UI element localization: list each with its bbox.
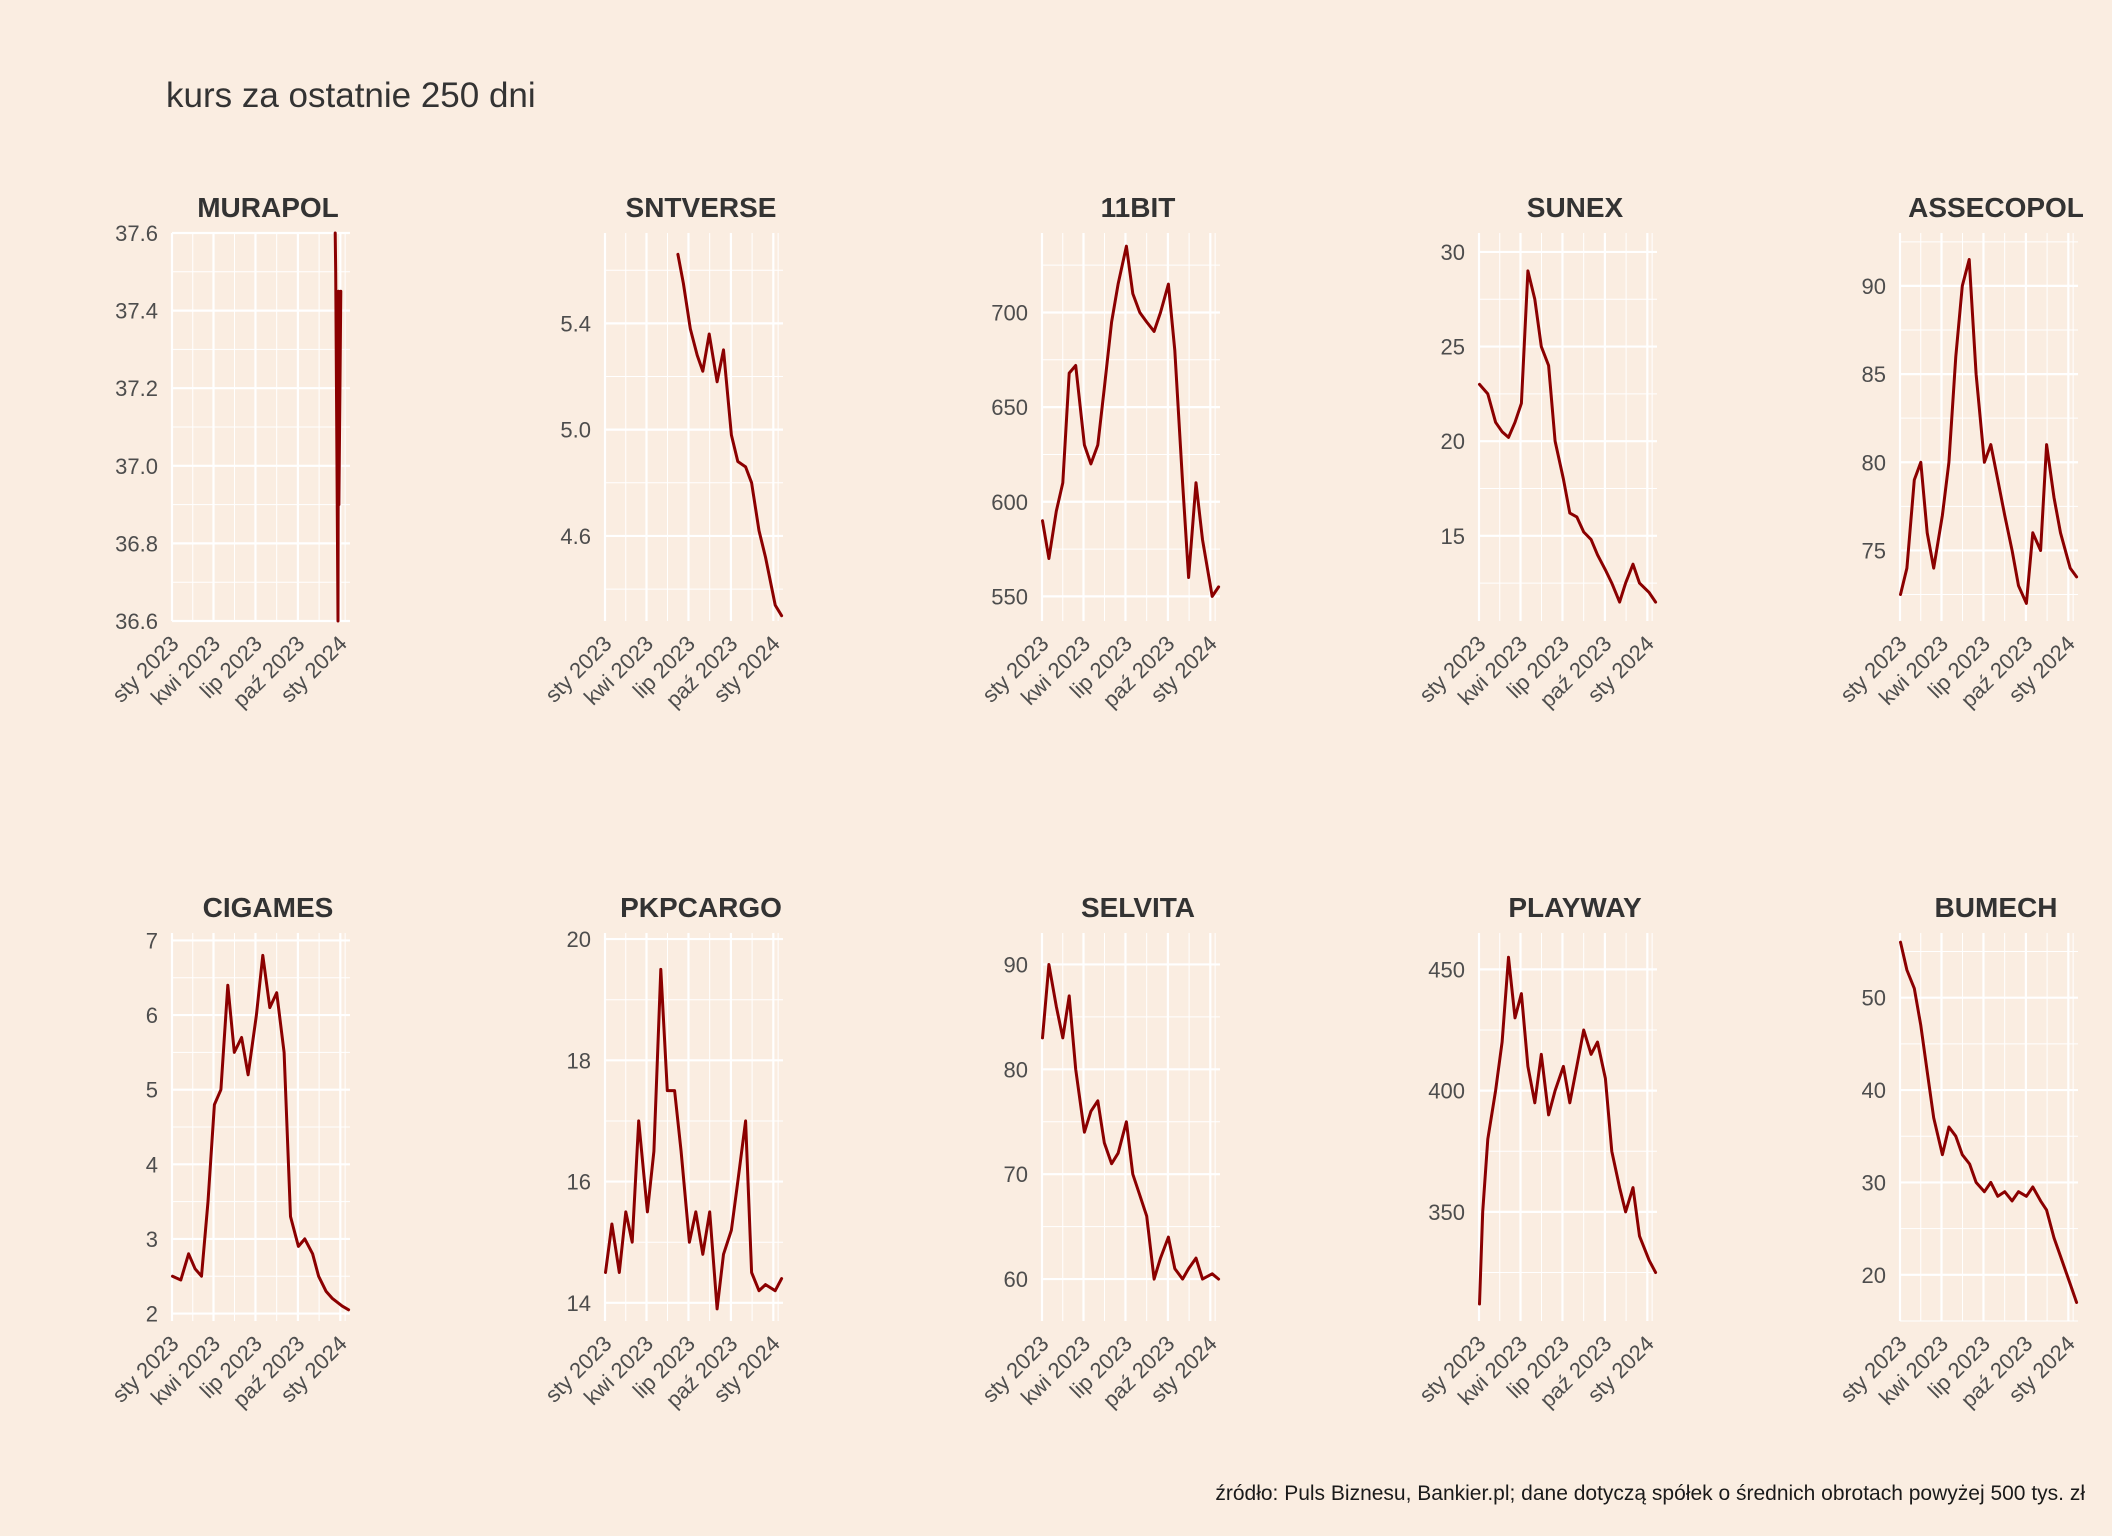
y-tick-label: 85 bbox=[1862, 362, 1886, 387]
y-tick-label: 400 bbox=[1428, 1079, 1465, 1104]
y-tick-label: 20 bbox=[567, 927, 591, 952]
y-tick-label: 90 bbox=[1004, 952, 1028, 977]
panel-title: MURAPOL bbox=[197, 192, 339, 223]
price-line-selvita bbox=[1041, 963, 1221, 1281]
y-tick-label: 5 bbox=[146, 1078, 158, 1103]
y-tick-label: 37.4 bbox=[115, 299, 158, 324]
panel-title: PLAYWAY bbox=[1508, 892, 1642, 923]
y-tick-label: 600 bbox=[991, 490, 1028, 515]
y-tick-label: 450 bbox=[1428, 957, 1465, 982]
y-tick-label: 5.0 bbox=[560, 418, 591, 443]
y-tick-label: 40 bbox=[1862, 1078, 1886, 1103]
source-caption: źródło: Puls Biznesu, Bankier.pl; dane d… bbox=[1215, 1482, 2085, 1505]
y-tick-label: 350 bbox=[1428, 1200, 1465, 1225]
y-tick-label: 60 bbox=[1004, 1267, 1028, 1292]
y-tick-label: 50 bbox=[1862, 986, 1886, 1011]
panel-title: ASSECOPOL bbox=[1908, 192, 2084, 223]
y-tick-label: 4.6 bbox=[560, 524, 591, 549]
y-tick-label: 3 bbox=[146, 1227, 158, 1252]
chart-title: kurs za ostatnie 250 dni bbox=[166, 76, 536, 115]
y-tick-label: 36.6 bbox=[115, 609, 158, 634]
y-tick-label: 20 bbox=[1441, 429, 1465, 454]
y-tick-label: 37.6 bbox=[115, 221, 158, 246]
y-tick-label: 20 bbox=[1862, 1263, 1886, 1288]
panel-title: CIGAMES bbox=[203, 892, 334, 923]
panel-title: SNTVERSE bbox=[626, 192, 777, 223]
panel-title: PKPCARGO bbox=[620, 892, 782, 923]
y-tick-label: 90 bbox=[1862, 274, 1886, 299]
y-tick-label: 5.4 bbox=[560, 311, 591, 336]
y-tick-label: 36.8 bbox=[115, 531, 158, 556]
y-tick-label: 37.2 bbox=[115, 376, 158, 401]
price-line-assecopol bbox=[1899, 258, 2079, 605]
y-tick-label: 80 bbox=[1862, 450, 1886, 475]
y-tick-label: 650 bbox=[991, 395, 1028, 420]
y-tick-label: 2 bbox=[146, 1302, 158, 1327]
price-line-murapol bbox=[333, 231, 343, 623]
y-tick-label: 80 bbox=[1004, 1057, 1028, 1082]
y-tick-label: 14 bbox=[567, 1291, 591, 1316]
price-line-pkpcargo bbox=[604, 967, 784, 1311]
price-line-bumech bbox=[1899, 940, 2079, 1304]
price-line-playway bbox=[1478, 955, 1658, 1306]
y-tick-label: 30 bbox=[1441, 240, 1465, 265]
panel-title: SUNEX bbox=[1527, 192, 1624, 223]
y-tick-label: 75 bbox=[1862, 538, 1886, 563]
panel-title: BUMECH bbox=[1935, 892, 2058, 923]
y-tick-label: 15 bbox=[1441, 524, 1465, 549]
y-tick-label: 70 bbox=[1004, 1162, 1028, 1187]
price-line-cigames bbox=[171, 953, 351, 1312]
y-tick-label: 7 bbox=[146, 928, 158, 953]
y-tick-label: 16 bbox=[567, 1170, 591, 1195]
panel-title: 11BIT bbox=[1101, 192, 1176, 223]
y-tick-label: 700 bbox=[991, 300, 1028, 325]
price-line-sunex bbox=[1478, 269, 1658, 604]
price-line-11bit bbox=[1041, 244, 1221, 598]
y-tick-label: 4 bbox=[146, 1152, 158, 1177]
panel-title: SELVITA bbox=[1081, 892, 1195, 923]
y-tick-label: 18 bbox=[567, 1048, 591, 1073]
y-tick-label: 25 bbox=[1441, 335, 1465, 360]
y-tick-label: 550 bbox=[991, 584, 1028, 609]
y-tick-label: 30 bbox=[1862, 1170, 1886, 1195]
price-line-sntverse bbox=[676, 252, 784, 618]
y-tick-label: 6 bbox=[146, 1003, 158, 1028]
y-tick-label: 37.0 bbox=[115, 454, 158, 479]
